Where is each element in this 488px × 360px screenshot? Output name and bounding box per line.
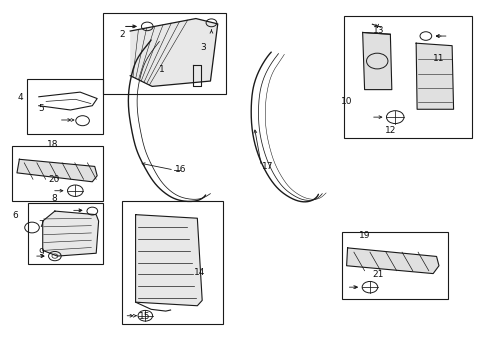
Polygon shape (135, 215, 202, 306)
Polygon shape (346, 248, 438, 274)
Text: 9: 9 (38, 248, 44, 257)
Text: 18: 18 (46, 140, 58, 149)
Text: 17: 17 (262, 162, 273, 171)
Text: 16: 16 (174, 166, 186, 175)
Text: 2: 2 (119, 30, 124, 39)
Polygon shape (17, 159, 97, 182)
Text: 6: 6 (12, 211, 18, 220)
Bar (28, 203, 103, 264)
Text: 7: 7 (38, 220, 44, 229)
Text: 4: 4 (18, 93, 23, 102)
Text: 10: 10 (340, 97, 352, 106)
Text: 19: 19 (359, 231, 370, 240)
Text: 5: 5 (38, 104, 44, 113)
Text: 1: 1 (159, 65, 164, 74)
Bar (341, 232, 447, 298)
Bar (27, 79, 103, 134)
Text: 11: 11 (432, 54, 444, 63)
Bar (344, 16, 471, 138)
Text: 21: 21 (372, 270, 383, 279)
Text: 14: 14 (194, 268, 205, 277)
Polygon shape (42, 211, 99, 256)
Text: 12: 12 (384, 126, 395, 135)
Text: 15: 15 (139, 312, 150, 321)
Polygon shape (362, 32, 391, 90)
Polygon shape (415, 43, 453, 109)
Text: 20: 20 (48, 175, 60, 184)
Text: 8: 8 (51, 194, 57, 203)
Text: 3: 3 (200, 42, 205, 51)
Bar (122, 202, 222, 324)
Bar (103, 13, 225, 94)
Text: 13: 13 (372, 26, 383, 35)
Polygon shape (130, 18, 217, 86)
Bar (12, 146, 103, 202)
